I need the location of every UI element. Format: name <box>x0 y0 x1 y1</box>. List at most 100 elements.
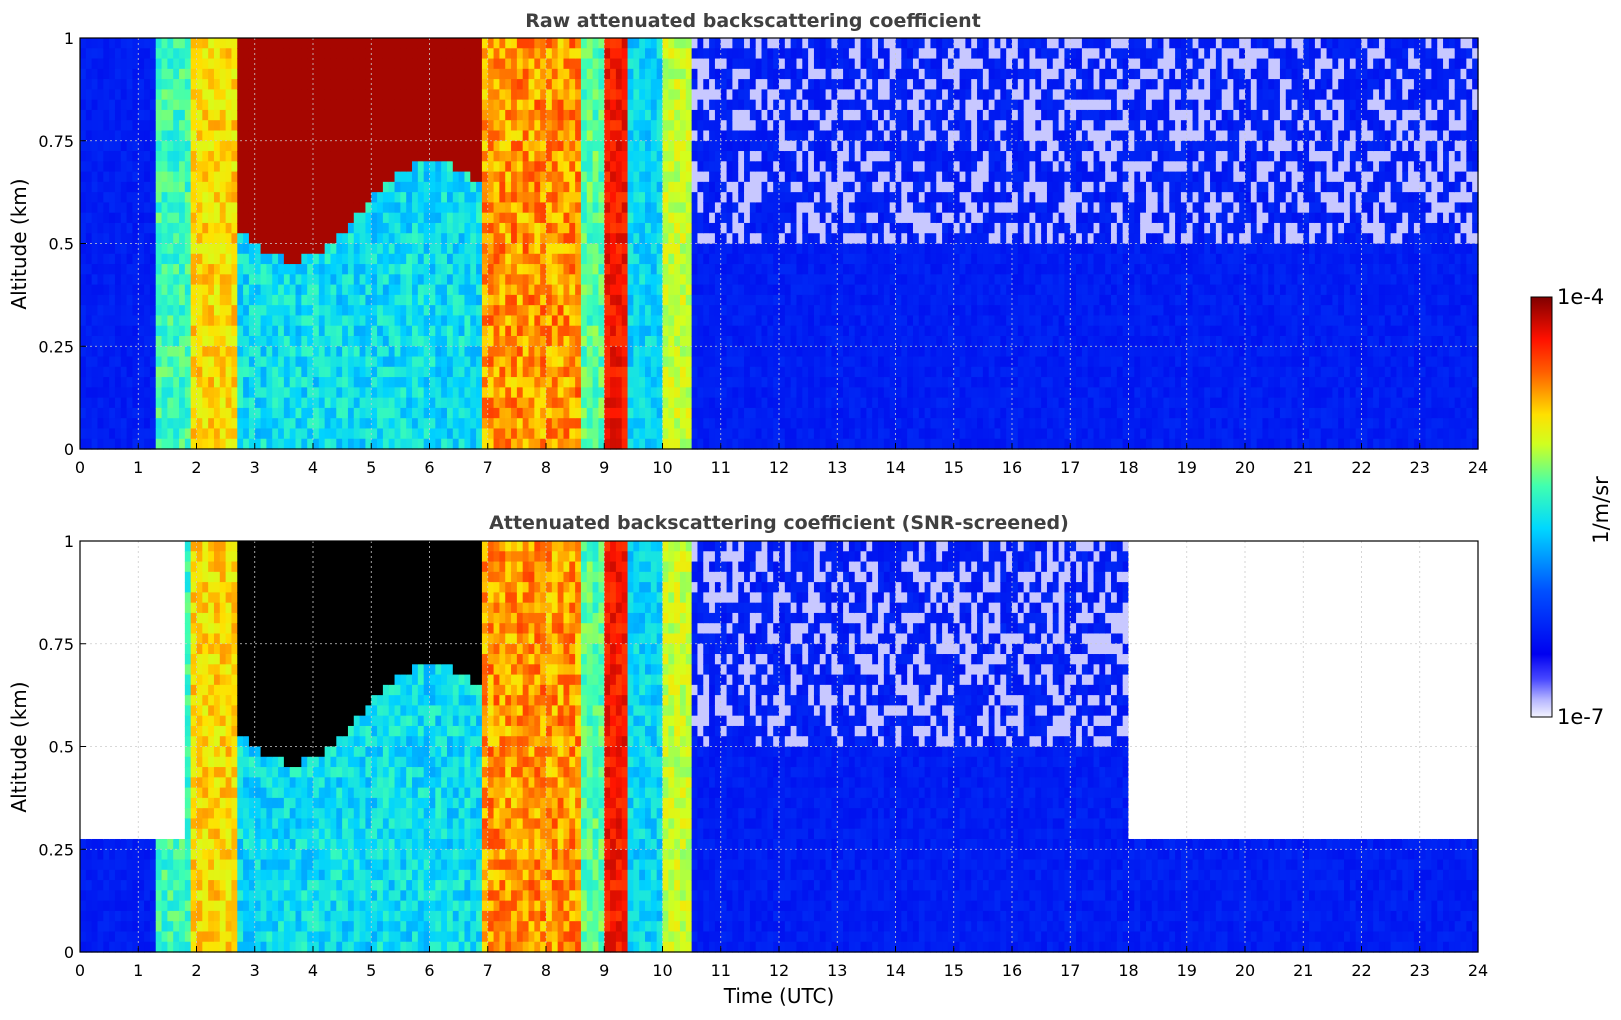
heatmap-cell <box>382 315 390 327</box>
heatmap-cell <box>499 38 506 49</box>
heatmap-cell <box>301 212 308 224</box>
heatmap-cell <box>610 335 617 347</box>
heatmap-cell <box>97 140 104 152</box>
heatmap-cell <box>377 151 384 162</box>
heatmap-cell <box>720 222 728 234</box>
heatmap-cell <box>388 38 396 49</box>
heatmap-cell <box>278 366 285 378</box>
heatmap-cell <box>196 438 203 450</box>
heatmap-cell <box>417 387 425 399</box>
heatmap-cell <box>779 325 786 337</box>
heatmap-cell <box>283 284 291 296</box>
heatmap-cell <box>132 130 139 142</box>
heatmap-cell <box>412 68 419 80</box>
heatmap-cell <box>278 130 285 142</box>
heatmap-cell <box>458 387 466 399</box>
heatmap-cell <box>668 140 675 152</box>
heatmap-cell <box>103 140 110 152</box>
heatmap-cell <box>91 58 99 70</box>
heatmap-cell <box>132 68 139 80</box>
heatmap-cell <box>516 397 524 409</box>
heatmap-cell <box>499 58 506 70</box>
heatmap-cell <box>709 109 716 121</box>
heatmap-cell <box>784 109 792 121</box>
heatmap-cell <box>114 335 122 347</box>
heatmap-cell <box>231 284 238 296</box>
heatmap-cell <box>615 109 623 121</box>
heatmap-cell <box>726 58 733 70</box>
heatmap-cell <box>243 212 250 224</box>
heatmap-cell <box>388 366 396 378</box>
heatmap-cell <box>749 68 757 80</box>
heatmap-cell <box>714 58 722 70</box>
heatmap-cell <box>347 130 355 142</box>
heatmap-cell <box>225 181 233 193</box>
heatmap-cell <box>266 99 273 111</box>
heatmap-cell <box>546 428 553 440</box>
heatmap-cell <box>103 264 110 275</box>
heatmap-cell <box>80 305 87 317</box>
heatmap-cell <box>738 130 745 142</box>
heatmap-cell <box>709 79 716 90</box>
heatmap-cell <box>161 253 168 265</box>
heatmap-cell <box>365 305 372 317</box>
heatmap-cell <box>336 68 343 80</box>
heatmap-cell <box>219 38 227 49</box>
heatmap-cell <box>248 181 256 193</box>
heatmap-cell <box>114 171 122 183</box>
heatmap-cell <box>650 407 658 419</box>
heatmap-cell <box>126 99 134 111</box>
heatmap-cell <box>511 233 518 245</box>
heatmap-cell <box>184 438 192 450</box>
heatmap-cell <box>80 89 87 101</box>
heatmap-cell <box>237 233 244 245</box>
heatmap-cell <box>738 120 745 132</box>
heatmap-cell <box>592 99 600 111</box>
heatmap-cell <box>563 79 570 90</box>
heatmap-cell <box>738 377 745 388</box>
heatmap-cell <box>307 233 314 245</box>
heatmap-cell <box>592 130 600 142</box>
heatmap-cell <box>662 171 669 183</box>
heatmap-cell <box>557 79 565 90</box>
heatmap-cell <box>435 130 442 142</box>
heatmap-cell <box>621 161 629 173</box>
heatmap-cell <box>400 181 407 193</box>
heatmap-cell <box>336 253 343 265</box>
heatmap-cell <box>336 130 343 142</box>
heatmap-cell <box>406 120 413 132</box>
heatmap-cell <box>557 315 565 327</box>
heatmap-cell <box>720 253 728 265</box>
heatmap-cell <box>342 151 349 162</box>
heatmap-cell <box>779 171 786 183</box>
heatmap-cell <box>307 89 314 101</box>
heatmap-cell <box>668 284 675 296</box>
heatmap-cell <box>248 397 256 409</box>
heatmap-cell <box>167 109 174 121</box>
heatmap-cell <box>464 274 471 286</box>
heatmap-cell <box>342 438 349 450</box>
heatmap-cell <box>155 233 163 245</box>
heatmap-cell <box>307 274 314 286</box>
heatmap-cell <box>569 58 576 70</box>
heatmap-cell <box>499 202 506 214</box>
heatmap-cell <box>301 38 308 49</box>
heatmap-cell <box>511 387 518 399</box>
heatmap-cell <box>114 212 122 224</box>
heatmap-cell <box>307 305 314 317</box>
heatmap-cell <box>149 120 157 132</box>
heatmap-cell <box>371 335 378 347</box>
heatmap-cell <box>546 222 553 234</box>
heatmap-cell <box>208 89 215 101</box>
heatmap-cell <box>767 192 774 204</box>
heatmap-cell <box>243 68 250 80</box>
heatmap-cell <box>213 222 221 234</box>
heatmap-cell <box>406 38 413 49</box>
heatmap-cell <box>679 79 687 90</box>
heatmap-cell <box>458 68 466 80</box>
heatmap-cell <box>522 346 530 358</box>
heatmap-cell <box>458 58 466 70</box>
heatmap-cell <box>487 253 495 265</box>
heatmap-cell <box>132 438 139 450</box>
heatmap-cell <box>190 366 198 378</box>
